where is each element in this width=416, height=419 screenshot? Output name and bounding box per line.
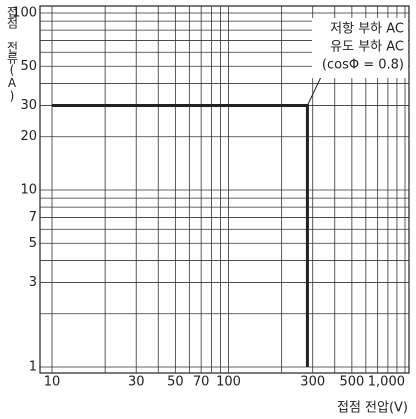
y-tick-label: 30	[20, 98, 37, 113]
y-tick-label: 7	[29, 210, 37, 225]
y-tick-label: 10	[20, 183, 37, 198]
x-tick-label: 100	[216, 375, 241, 390]
y-tick-label: 100	[12, 6, 37, 21]
x-tick-label: 70	[193, 375, 210, 390]
x-tick-label: 300	[300, 375, 325, 390]
y-tick-label: 5	[29, 236, 37, 251]
x-axis-label: 접점 전압(V)	[337, 401, 408, 416]
y-axis-label: 접점 전류(A)	[5, 6, 19, 102]
x-tick-label: 500	[339, 375, 364, 390]
y-tick-label: 3	[29, 275, 37, 290]
x-tick-label: 10	[44, 375, 61, 390]
x-tick-label: 1,000	[368, 375, 405, 390]
y-tick-label: 1	[29, 360, 37, 375]
annotation-text: 저항 부하 AC	[330, 22, 404, 37]
y-tick-label: 20	[20, 129, 37, 144]
annotation-text: 유도 부하 AC	[330, 40, 404, 55]
x-tick-label: 50	[167, 375, 184, 390]
x-tick-label: 30	[128, 375, 145, 390]
y-tick-label: 50	[20, 59, 37, 74]
plot-frame	[39, 5, 410, 374]
data-line	[52, 104, 309, 367]
annotation-text: (cosΦ = 0.8)	[322, 58, 404, 73]
annotation-box	[312, 18, 408, 78]
